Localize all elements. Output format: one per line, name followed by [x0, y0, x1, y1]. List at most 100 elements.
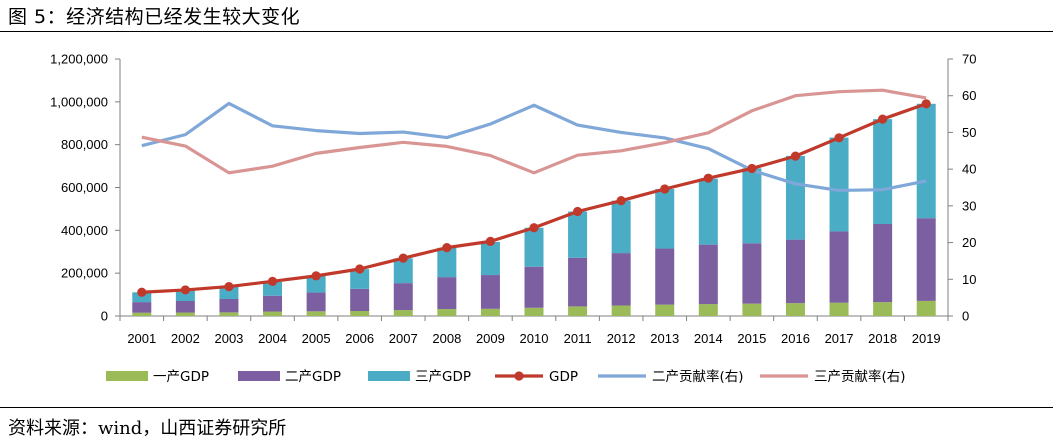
legend: 一产GDP 二产GDP 三产GDP GDP 二产贡献率(右) 三产贡献率(右): [106, 368, 906, 385]
gdp-point: [703, 173, 713, 183]
right-tick-label: 60: [962, 88, 976, 103]
bar-secondary: [785, 239, 805, 304]
bar-secondary: [829, 231, 849, 303]
bar-primary: [393, 310, 413, 316]
gdp-point: [180, 285, 190, 295]
title-rule: [0, 31, 1053, 32]
bar-secondary: [350, 288, 370, 312]
x-tick-label: 2010: [520, 331, 549, 346]
left-tick-label: 1,200,000: [50, 52, 108, 67]
x-tick-label: 2014: [694, 331, 723, 346]
gdp-point: [660, 184, 670, 194]
left-axis-ticks: 0 200,000 400,000 600,000 800,000 1,000,000 1,…: [50, 52, 120, 324]
bar-secondary: [393, 283, 413, 311]
bar-tertiary: [698, 178, 718, 245]
right-tick-label: 50: [962, 125, 976, 140]
left-tick-label: 0: [101, 309, 108, 324]
bar-primary: [306, 311, 326, 316]
bar-primary: [263, 311, 283, 316]
x-tick-label: 2013: [650, 331, 679, 346]
left-tick-label: 1,000,000: [50, 94, 108, 109]
x-tick-label: 2003: [214, 331, 243, 346]
x-tick-label: 2017: [825, 331, 854, 346]
bar-primary: [175, 312, 195, 316]
x-tick-label: 2019: [912, 331, 941, 346]
bar-primary: [916, 300, 936, 316]
x-tick-label: 2015: [737, 331, 766, 346]
bar-tertiary: [350, 269, 370, 289]
gdp-point: [224, 281, 234, 292]
legend-swatch: [238, 371, 280, 381]
bar-primary: [698, 304, 718, 316]
bar-primary: [219, 312, 239, 316]
gdp-point: [572, 206, 583, 217]
bar-tertiary: [306, 275, 326, 293]
legend-swatch: [106, 371, 148, 381]
legend-marker: [514, 371, 524, 381]
x-tick-label: 2016: [781, 331, 810, 346]
gdp-point: [311, 271, 321, 281]
x-tick-label: 2001: [127, 331, 156, 346]
bar-primary: [568, 306, 588, 316]
bar-secondary: [524, 266, 544, 308]
bar-tertiary: [437, 247, 457, 278]
right-tick-label: 0: [962, 309, 969, 324]
gdp-point: [921, 99, 931, 109]
legend-swatch: [368, 371, 410, 381]
bar-tertiary: [393, 258, 413, 284]
bar-primary: [480, 308, 500, 316]
x-tick-label: 2005: [302, 331, 331, 346]
legend-label: 一产GDP: [153, 369, 209, 385]
gdp-point: [529, 223, 539, 233]
bar-secondary: [175, 301, 195, 313]
x-tick-label: 2008: [432, 331, 461, 346]
legend-label: 三产贡献率(右): [814, 368, 906, 385]
bar-tertiary: [829, 137, 849, 232]
x-axis-ticks: 2001 2002 2003 2004 2005 2006 2007 2008 2009 2010…: [119, 316, 949, 346]
bar-primary: [873, 302, 893, 316]
bar-tertiary: [785, 155, 805, 240]
gdp-point: [137, 287, 147, 297]
bar-primary: [742, 303, 762, 316]
left-tick-label: 200,000: [61, 266, 108, 281]
gdp-point: [790, 151, 801, 161]
bar-secondary: [480, 275, 500, 309]
bar-tertiary: [611, 200, 631, 254]
gdp-point: [616, 196, 626, 206]
bar-secondary: [916, 218, 936, 301]
gdp-point: [442, 243, 452, 253]
legend-label: 三产GDP: [415, 369, 471, 385]
right-tick-label: 70: [962, 52, 976, 67]
legend-label: 二产贡献率(右): [652, 368, 744, 385]
x-tick-label: 2012: [607, 331, 636, 346]
bar-primary: [350, 311, 370, 316]
bar-tertiary: [916, 103, 936, 219]
left-tick-label: 600,000: [61, 180, 108, 195]
x-tick-label: 2004: [258, 331, 287, 346]
x-tick-label: 2018: [868, 331, 897, 346]
gdp-point: [355, 264, 365, 274]
legend-label: GDP: [549, 369, 578, 385]
bar-secondary: [219, 299, 239, 313]
x-tick-label: 2009: [476, 331, 505, 346]
right-tick-label: 40: [962, 162, 976, 177]
bar-secondary: [568, 257, 588, 307]
bar-tertiary: [480, 241, 500, 276]
bar-secondary: [306, 292, 326, 312]
bar-tertiary: [742, 168, 762, 244]
tertiary-rate-line: [141, 88, 927, 175]
line-series-group: [137, 88, 931, 297]
bar-secondary: [437, 277, 457, 310]
bar-tertiary: [263, 281, 283, 296]
bar-tertiary: [219, 287, 239, 300]
figure-title: 图 5：经济结构已经发生较大变化: [8, 6, 301, 28]
gdp-point: [834, 133, 844, 143]
legend-label: 二产GDP: [285, 369, 341, 385]
gdp-point: [878, 114, 888, 124]
left-tick-label: 800,000: [61, 137, 108, 152]
bar-tertiary: [873, 119, 893, 224]
bar-tertiary: [568, 211, 588, 258]
x-tick-label: 2007: [389, 331, 418, 346]
bar-primary: [132, 312, 152, 316]
